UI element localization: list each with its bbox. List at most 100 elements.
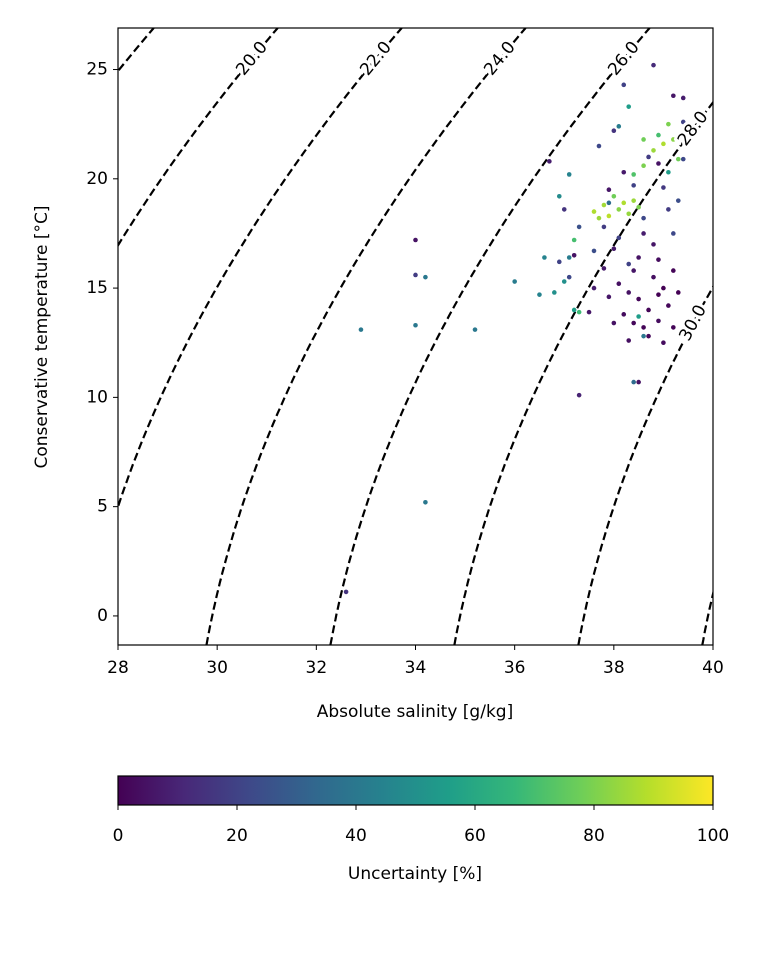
point <box>656 257 661 262</box>
point <box>413 322 418 328</box>
point <box>675 156 681 162</box>
x-tick-label: 32 <box>306 658 328 678</box>
point <box>631 198 636 203</box>
point <box>542 255 547 260</box>
colorbar-tick-label: 0 <box>113 826 124 846</box>
point <box>680 156 686 162</box>
point <box>601 202 607 208</box>
colorbar <box>118 776 713 805</box>
point <box>547 159 552 164</box>
point <box>675 198 681 203</box>
point <box>671 137 676 142</box>
x-tick-label: 34 <box>405 658 427 678</box>
point <box>571 253 577 258</box>
contour-line <box>205 28 527 645</box>
colorbar-tick-label: 60 <box>464 826 486 846</box>
point <box>472 327 478 332</box>
point <box>576 224 582 230</box>
point <box>631 172 636 177</box>
y-tick-label: 25 <box>86 60 108 80</box>
point <box>566 255 572 260</box>
point <box>671 231 676 236</box>
point <box>661 185 666 190</box>
point <box>651 148 656 153</box>
point <box>666 121 671 127</box>
point <box>671 325 676 330</box>
point <box>591 209 597 214</box>
colorbar-tick-label: 20 <box>226 826 248 846</box>
point <box>596 143 602 149</box>
point <box>666 303 671 308</box>
point <box>641 325 646 330</box>
point <box>666 207 671 212</box>
point <box>636 204 641 210</box>
point <box>413 272 418 278</box>
point <box>621 82 627 88</box>
point <box>631 183 636 188</box>
point <box>656 132 661 138</box>
point <box>680 119 686 125</box>
contour-layer <box>118 28 713 645</box>
point <box>651 274 656 280</box>
x-tick-label: 36 <box>504 658 526 678</box>
point <box>666 169 671 175</box>
contour-line <box>453 100 713 645</box>
point <box>631 320 636 326</box>
point <box>556 259 562 265</box>
point <box>606 200 612 206</box>
point <box>606 213 612 219</box>
point <box>656 161 661 166</box>
point <box>571 307 577 313</box>
point <box>606 294 612 300</box>
point <box>616 235 622 241</box>
point <box>601 224 607 230</box>
point <box>646 154 651 160</box>
point <box>537 292 542 297</box>
point <box>616 281 622 287</box>
point <box>626 338 632 343</box>
point <box>641 163 646 168</box>
point <box>651 62 656 68</box>
colorbar-frame <box>117 775 714 806</box>
x-tick-label: 28 <box>107 658 129 678</box>
point <box>512 279 517 284</box>
point <box>651 242 656 247</box>
point <box>661 141 666 147</box>
y-tick-label: 15 <box>86 278 108 298</box>
point <box>641 231 646 236</box>
point <box>626 211 632 217</box>
point <box>680 95 686 101</box>
point <box>671 93 676 99</box>
point <box>576 309 582 315</box>
point <box>621 200 627 206</box>
contour-line <box>329 28 651 645</box>
colorbar-tick-label: 40 <box>345 826 367 846</box>
point <box>576 392 582 398</box>
point <box>641 137 646 142</box>
x-tick-label: 40 <box>702 658 724 678</box>
point <box>561 279 567 284</box>
point <box>656 292 661 297</box>
x-tick-label: 30 <box>206 658 228 678</box>
point <box>626 290 632 295</box>
point <box>646 333 651 339</box>
contour-line <box>577 284 713 645</box>
point <box>636 379 641 385</box>
y-tick-label: 0 <box>97 606 108 626</box>
point <box>423 499 428 505</box>
point <box>636 296 641 302</box>
point <box>661 340 666 346</box>
point <box>561 207 567 212</box>
colorbar-tick-label: 80 <box>583 826 605 846</box>
point <box>611 246 617 252</box>
contour-line <box>118 28 279 248</box>
point <box>661 285 666 291</box>
point <box>626 104 632 109</box>
point <box>636 255 641 260</box>
point <box>591 248 597 254</box>
point <box>552 290 557 295</box>
point <box>423 274 428 280</box>
point <box>606 187 612 193</box>
